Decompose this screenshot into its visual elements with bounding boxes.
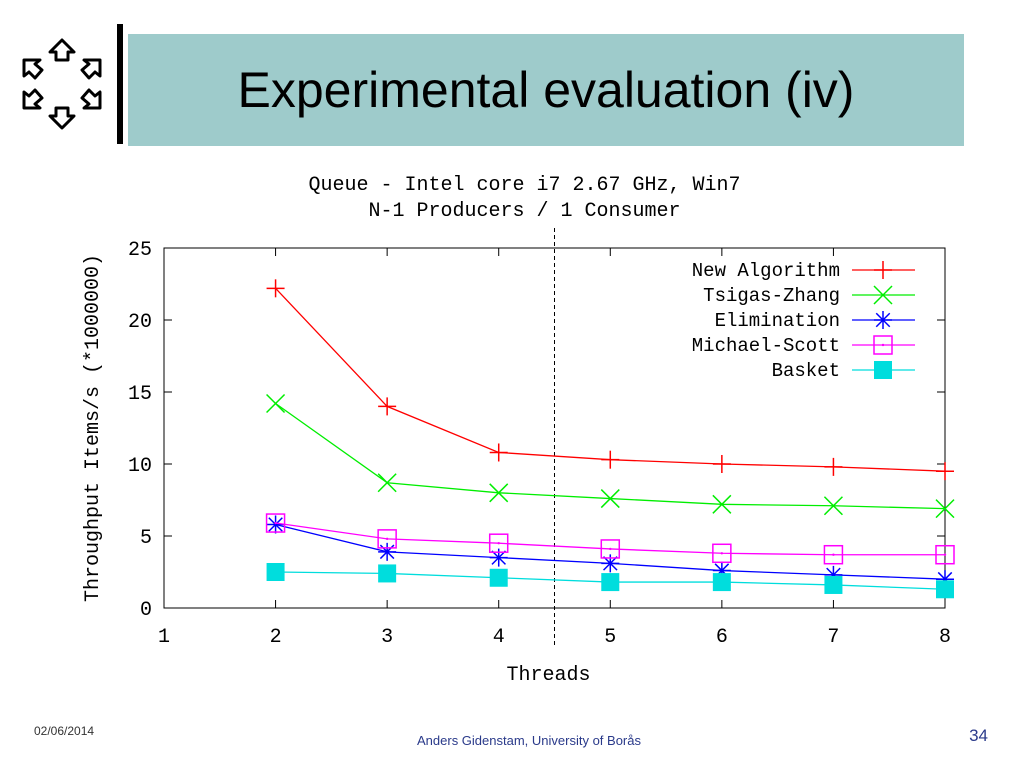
legend-label: Basket xyxy=(772,360,840,382)
legend-label: Tsigas-Zhang xyxy=(703,285,840,307)
title-divider-bar xyxy=(117,24,123,144)
slide-page-number: 34 xyxy=(969,726,988,745)
x-tick-label: 1 xyxy=(158,626,170,649)
x-axis-label: Threads xyxy=(506,664,590,687)
x-tick-label: 6 xyxy=(716,626,728,649)
legend-marker xyxy=(874,361,892,379)
data-point xyxy=(600,489,620,509)
chart-title: Queue - Intel core i7 2.67 GHz, Win7 xyxy=(308,174,740,197)
y-tick-label: 20 xyxy=(128,311,152,334)
data-point xyxy=(823,496,843,516)
x-tick-label: 8 xyxy=(939,626,951,649)
legend-label: Elimination xyxy=(715,310,840,332)
data-point xyxy=(488,533,509,553)
y-tick-label: 5 xyxy=(140,527,152,550)
y-tick-label: 10 xyxy=(128,455,152,478)
hexagon-arrows-logo-icon xyxy=(22,38,102,130)
data-point xyxy=(489,443,508,462)
x-tick-label: 4 xyxy=(493,626,505,649)
y-tick-label: 25 xyxy=(128,239,152,262)
slide-date: 02/06/2014 xyxy=(34,724,95,738)
data-point xyxy=(489,548,508,567)
data-point xyxy=(266,279,285,298)
y-tick-label: 15 xyxy=(128,383,152,406)
data-point xyxy=(935,544,955,565)
chart-subtitle: N-1 Producers / 1 Consumer xyxy=(368,200,680,223)
data-point xyxy=(377,473,397,493)
data-point xyxy=(601,450,620,469)
throughput-line-chart: Queue - Intel core i7 2.67 GHz, Win7 N-1 … xyxy=(82,174,955,687)
legend-marker xyxy=(873,285,893,305)
data-point xyxy=(935,499,955,519)
slide-title: Experimental evaluation (iv) xyxy=(237,62,855,118)
data-point xyxy=(489,568,508,587)
slide-author: Anders Gidenstam, University of Borås xyxy=(417,733,641,748)
data-point xyxy=(266,563,285,581)
data-point xyxy=(601,554,620,573)
legend-marker xyxy=(874,261,892,279)
data-point xyxy=(265,513,286,533)
data-point xyxy=(489,483,509,503)
series-line-0 xyxy=(275,287,946,472)
x-tick-label: 7 xyxy=(827,626,839,649)
legend-label: New Algorithm xyxy=(692,260,840,282)
data-point xyxy=(712,494,732,514)
data-point xyxy=(601,573,620,592)
data-point xyxy=(824,575,843,594)
title-banner: Experimental evaluation (iv) xyxy=(128,34,964,146)
data-point xyxy=(712,543,732,564)
legend-marker xyxy=(873,335,893,355)
data-point xyxy=(378,542,397,561)
x-tick-label: 3 xyxy=(381,626,393,649)
x-tick-label: 5 xyxy=(604,626,616,649)
data-point xyxy=(378,397,397,416)
legend-label: Michael-Scott xyxy=(692,335,840,357)
x-tick-label: 2 xyxy=(270,626,282,649)
y-tick-label: 0 xyxy=(140,599,152,622)
data-point xyxy=(936,580,954,599)
data-point xyxy=(712,573,731,592)
data-point xyxy=(936,462,954,481)
data-point xyxy=(824,457,843,476)
data-point xyxy=(712,455,731,473)
data-point xyxy=(377,529,397,549)
y-axis-label: Throughput Items/s (*1000000) xyxy=(82,254,105,602)
data-point xyxy=(266,393,286,414)
legend-marker xyxy=(874,311,892,329)
data-point xyxy=(823,544,844,565)
data-point xyxy=(378,564,397,583)
data-point xyxy=(600,539,621,559)
